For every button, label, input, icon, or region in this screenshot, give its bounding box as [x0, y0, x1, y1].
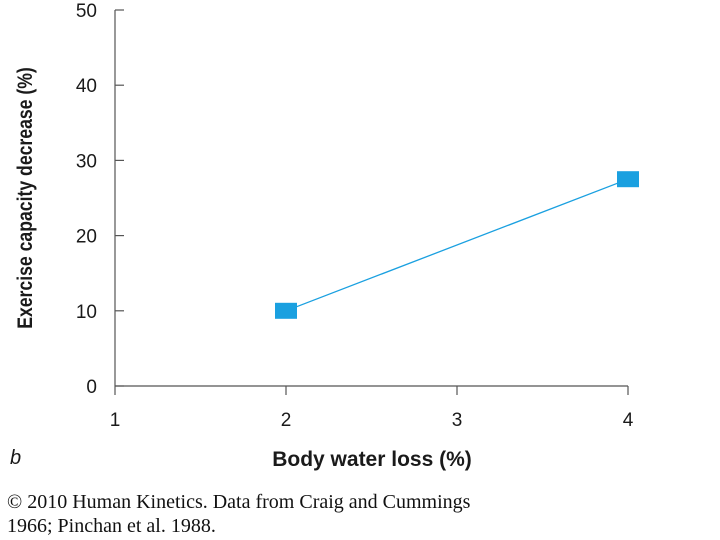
y-ticks: 0 10 20 30 40 50	[76, 1, 124, 398]
y-tick-label: 50	[76, 1, 97, 22]
x-axis-title: Body water loss (%)	[272, 448, 472, 471]
x-tick-label: 1	[110, 410, 121, 431]
x-tick-label: 2	[281, 410, 292, 431]
y-tick-label: 40	[76, 76, 97, 97]
copyright-caption: © 2010 Human Kinetics. Data from Craig a…	[7, 490, 719, 538]
panel-label: b	[10, 447, 21, 469]
x-tick-label: 4	[623, 410, 634, 431]
data-point-marker	[275, 302, 297, 319]
x-tick-label: 3	[452, 410, 463, 431]
y-tick-label: 30	[76, 151, 97, 172]
series	[275, 171, 639, 319]
x-ticks: 1 2 3 4	[110, 386, 634, 431]
y-tick-label: 0	[86, 377, 97, 398]
y-axis-title: Exercise capacity decrease (%)	[14, 67, 38, 329]
data-point-marker	[617, 171, 639, 188]
y-tick-label: 20	[76, 227, 97, 248]
caption-line-1: © 2010 Human Kinetics. Data from Craig a…	[7, 491, 471, 513]
series-line	[285, 178, 629, 312]
axes	[114, 10, 628, 387]
caption-line-2: 1966; Pinchan et al. 1988.	[7, 515, 216, 537]
line-chart: 0 10 20 30 40 50 1 2 3 4 Exercise capacity decre…	[10, 1, 639, 471]
y-tick-label: 10	[76, 302, 97, 323]
